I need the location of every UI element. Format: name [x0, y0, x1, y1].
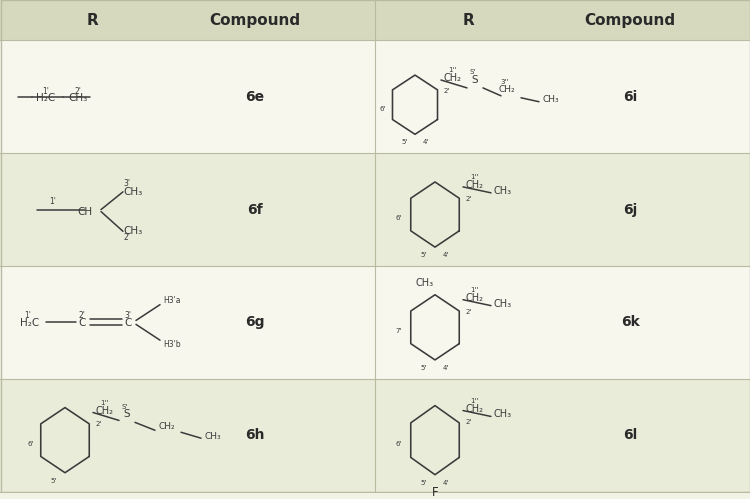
Text: CH₂: CH₂: [466, 404, 484, 414]
Text: 1'': 1'': [470, 174, 478, 180]
Text: 2': 2': [466, 196, 472, 202]
Text: 4': 4': [443, 480, 449, 486]
Text: 4': 4': [422, 139, 428, 145]
Text: C: C: [78, 318, 86, 328]
Text: CH₃: CH₃: [494, 186, 512, 196]
Text: 6e: 6e: [245, 90, 265, 104]
Text: CH₃: CH₃: [123, 187, 142, 197]
Text: CH₂: CH₂: [444, 73, 462, 83]
Text: 4': 4': [443, 252, 449, 258]
Text: CH₂: CH₂: [466, 293, 484, 303]
Text: R: R: [87, 12, 99, 28]
Text: 6l: 6l: [622, 428, 637, 442]
Bar: [0, 266, 750, 379]
Text: 2': 2': [74, 87, 82, 96]
Bar: [0, 0, 750, 40]
Text: H₂C: H₂C: [36, 93, 56, 103]
Text: 7': 7': [396, 328, 402, 334]
Text: C: C: [124, 318, 132, 328]
Text: 6': 6': [28, 441, 34, 447]
Text: CH₂: CH₂: [96, 406, 114, 416]
Text: F: F: [432, 486, 438, 499]
Text: 2': 2': [96, 421, 102, 427]
Text: 6': 6': [380, 106, 386, 112]
Text: CH₃: CH₃: [68, 93, 88, 103]
Text: 3'': 3'': [501, 79, 509, 85]
Text: 2': 2': [444, 88, 450, 94]
Text: 1'': 1'': [100, 400, 108, 406]
Text: 5': 5': [421, 480, 427, 486]
Bar: [0, 379, 750, 492]
Text: Compound: Compound: [584, 12, 676, 28]
Text: 2': 2': [124, 233, 130, 242]
Text: 5': 5': [421, 252, 427, 258]
Text: CH₃: CH₃: [123, 227, 142, 237]
Text: CH₂: CH₂: [499, 85, 515, 94]
Text: CH₂: CH₂: [159, 422, 176, 431]
Text: CH₂: CH₂: [466, 180, 484, 190]
Text: 3': 3': [124, 311, 131, 320]
Text: R: R: [462, 12, 474, 28]
Text: 2': 2': [79, 311, 86, 320]
Text: 1'': 1'': [470, 398, 478, 404]
Text: CH₃: CH₃: [494, 410, 512, 420]
Text: CH₃: CH₃: [416, 278, 434, 288]
Text: 6f: 6f: [248, 203, 262, 217]
Text: S': S': [122, 404, 128, 410]
Text: 5': 5': [421, 365, 427, 371]
Bar: [0, 40, 750, 153]
Text: 6i: 6i: [622, 90, 637, 104]
Text: CH₃: CH₃: [494, 299, 512, 309]
Text: H₂C: H₂C: [20, 318, 40, 328]
Text: 1'': 1'': [470, 287, 478, 293]
Text: CH₃: CH₃: [543, 95, 560, 104]
Text: CH: CH: [77, 207, 92, 217]
Text: S': S': [470, 69, 476, 75]
Text: 1': 1': [43, 87, 50, 96]
Text: 5': 5': [51, 478, 57, 484]
Text: 4': 4': [443, 365, 449, 371]
Text: 3': 3': [124, 180, 130, 189]
Text: S: S: [124, 410, 130, 420]
Bar: [0, 153, 750, 266]
Text: 1': 1': [50, 197, 56, 206]
Text: 2': 2': [466, 419, 472, 425]
Text: Compound: Compound: [209, 12, 301, 28]
Text: CH₃: CH₃: [205, 432, 221, 441]
Text: 6k: 6k: [621, 315, 639, 329]
Text: 6j: 6j: [622, 203, 637, 217]
Text: 6h: 6h: [245, 428, 265, 442]
Text: 6': 6': [396, 216, 402, 222]
Text: 6': 6': [396, 441, 402, 447]
Text: S: S: [472, 75, 478, 85]
Text: H3'b: H3'b: [164, 340, 181, 349]
Text: H3'a: H3'a: [164, 296, 181, 305]
Text: 2': 2': [466, 308, 472, 314]
Text: 6g: 6g: [245, 315, 265, 329]
Text: 1': 1': [25, 311, 32, 320]
Text: 1'': 1'': [448, 67, 456, 73]
Text: 5': 5': [401, 139, 408, 145]
